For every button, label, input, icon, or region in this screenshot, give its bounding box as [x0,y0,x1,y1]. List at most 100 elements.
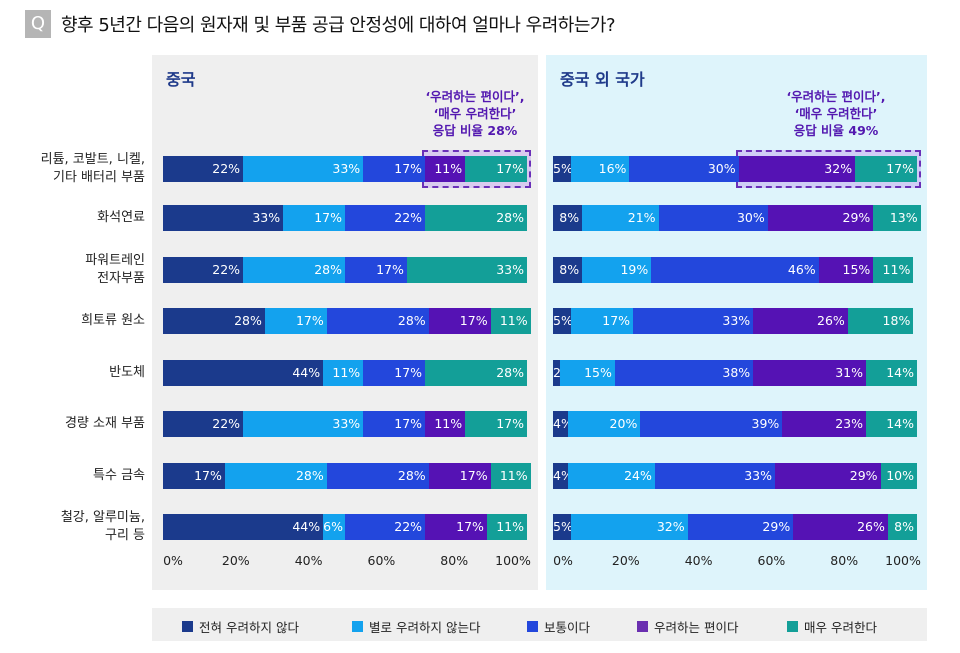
bar-segment: 28% [425,205,527,231]
bar-segment: 17% [855,156,917,182]
x-tick-label: 80% [440,553,469,568]
bar-segment: 38% [614,360,754,386]
legend-swatch [182,621,193,632]
legend-item: 별로 우려하지 않는다 [352,617,480,636]
bar-segment: 33% [243,156,364,182]
bar-segment: 20% [567,411,641,437]
category-label: 화석연료 [97,210,145,225]
x-tick-label: 20% [221,553,250,568]
bar-segment: 22% [163,156,244,182]
bar-segment: 11% [873,257,914,283]
bar-segment: 33% [633,308,754,334]
bar-segment: 33% [406,257,527,283]
bar-segment: 17% [363,360,426,386]
bar-segment: 29% [775,463,881,489]
category-label: 특수 금속 [93,468,145,483]
bar-segment: 2% [553,360,573,386]
bar-segment: 5% [553,308,573,334]
category-label: 반도체 [109,365,145,380]
bar-segment: 23% [782,411,867,437]
x-tick-label: 60% [367,553,396,568]
x-tick-label: 100% [495,553,531,568]
bar-segment: 17% [571,308,634,334]
legend: 전혀 우려하지 않다 별로 우려하지 않는다 보통이다 우려하는 편이다 매우 우려한다 [152,608,927,641]
x-tick-label: 80% [830,553,859,568]
bar-segment: 5% [553,514,573,540]
legend-label: 매우 우려한다 [804,620,877,635]
bar-segment: 11% [490,308,531,334]
stacked-bar: 5% 17% 33% 26% 18% [553,308,917,334]
x-tick-label: 100% [885,553,921,568]
bar-segment: 8% [553,205,583,231]
stacked-bar: 44% 6% 22% 17% 11% [163,514,527,540]
bar-segment: 17% [283,205,345,231]
annotation: ‘우려하는 편이다’, ‘매우 우려한다’ 응답 비율 49% [786,89,886,138]
bar-segment: 6% [323,514,345,540]
stacked-bar: 17% 28% 28% 17% 11% [163,463,531,489]
question-icon: Q [25,10,51,38]
bar-segment: 16% [571,156,630,182]
bar-segment: 17% [363,411,426,437]
category-label: 리튬, 코발트, 니켈, 기타 배터리 부품 [40,152,145,185]
bar-segment: 17% [264,308,327,334]
x-tick-label: 0% [553,553,573,568]
stacked-bar: 28% 17% 28% 17% 11% [163,308,531,334]
panel-title: 중국 외 국가 [560,70,645,89]
stacked-bar: 22% 28% 17% 33% [163,257,527,283]
bar-segment: 17% [465,156,527,182]
legend-swatch [527,621,538,632]
bar-segment: 11% [486,514,527,540]
bar-segment: 28% [163,308,265,334]
legend-label: 전혀 우려하지 않다 [199,620,299,635]
x-tick-label: 40% [684,553,713,568]
bar-segment: 44% [163,514,324,540]
bar-segment: 29% [767,205,874,231]
bar-segment: 33% [163,205,284,231]
bar-segment: 21% [582,205,659,231]
bar-segment: 22% [163,257,244,283]
bar-segment: 17% [425,514,487,540]
bar-segment: 17% [363,156,426,182]
bar-segment: 33% [243,411,364,437]
bar-segment: 24% [567,463,655,489]
bar-segment: 22% [163,411,244,437]
bar-segment: 5% [553,156,573,182]
stacked-bar: 4% 24% 33% 29% 10% [553,463,917,489]
bar-segment: 19% [582,257,652,283]
bar-segment: 44% [163,360,324,386]
stacked-bar: 4% 20% 39% 23% 14% [553,411,917,437]
bar-segment: 17% [465,411,527,437]
bar-segment: 33% [654,463,776,489]
bar-segment: 11% [425,411,466,437]
x-tick-label: 40% [294,553,323,568]
page-title: 향후 5년간 다음의 원자재 및 부품 공급 안정성에 대하여 얼마나 우려하는… [61,15,616,36]
category-label: 경량 소재 부품 [64,416,145,431]
legend-item: 우려하는 편이다 [637,617,738,636]
bar-segment: 30% [629,156,739,182]
bar-segment: 8% [553,257,583,283]
bar-segment: 17% [428,308,491,334]
bar-segment: 29% [687,514,794,540]
category-label: 철강, 알루미늄, 구리 등 [60,510,145,543]
bar-segment: 46% [651,257,819,283]
legend-item: 보통이다 [527,617,590,636]
stacked-bar: 44% 11% 17% 28% [163,360,527,386]
bar-segment: 28% [425,360,527,386]
x-tick-label: 0% [163,553,183,568]
bar-segment: 15% [560,360,615,386]
category-label: 희토류 원소 [81,313,145,328]
bar-segment: 32% [571,514,688,540]
bar-segment: 17% [345,257,407,283]
stacked-bar: 8% 21% 30% 29% 13% [553,205,921,231]
stacked-bar: 33% 17% 22% 28% [163,205,527,231]
legend-label: 별로 우려하지 않는다 [369,620,481,635]
bar-segment: 26% [793,514,888,540]
bar-segment: 4% [553,411,573,437]
legend-swatch [637,621,648,632]
bar-segment: 13% [873,205,921,231]
bar-segment: 28% [243,257,345,283]
x-tick-label: 60% [757,553,786,568]
bar-segment: 18% [847,308,914,334]
x-tick-label: 20% [611,553,640,568]
legend-item: 매우 우려한다 [787,617,877,636]
